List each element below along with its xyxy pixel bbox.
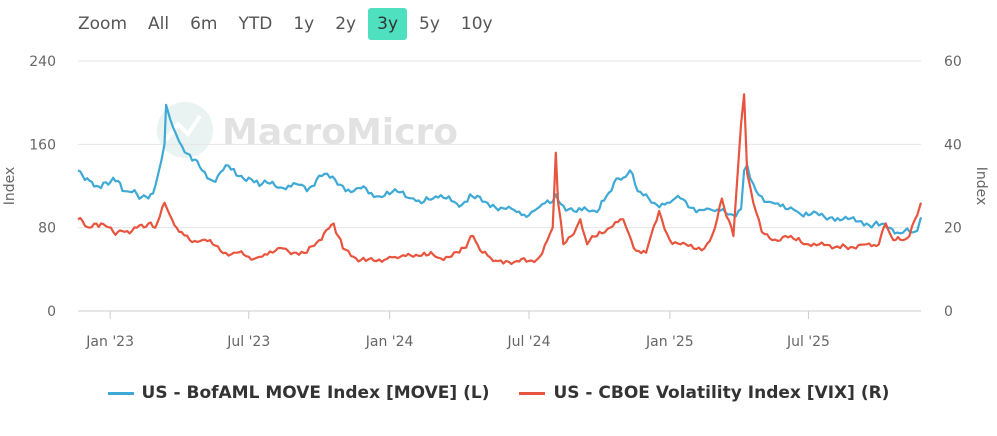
series-line-move — [77, 103, 923, 235]
y-left-axis-title: Index — [2, 167, 18, 206]
zoom-button-1y[interactable]: 1y — [293, 14, 315, 34]
watermark-logo-line-icon — [164, 114, 202, 142]
legend-label-move: US - BofAML MOVE Index [MOVE] (L) — [141, 383, 490, 403]
y-left-tick-label: 0 — [47, 304, 56, 320]
zoom-bar: Zoom All 6m YTD 1y 2y 3y 5y 10y — [68, 8, 505, 40]
legend-swatch-move — [107, 391, 134, 395]
grid — [78, 60, 921, 312]
zoom-button-6m[interactable]: 6m — [190, 14, 218, 34]
x-tick-label: Jul '24 — [506, 334, 550, 350]
x-tick-label: Jan '23 — [85, 334, 134, 350]
chart: MacroMicro 0 80 160 240 0 20 40 60 Jan '23 Jul … — [2, 54, 989, 350]
y-right-axis: 0 20 40 60 — [944, 54, 962, 320]
y-left-tick-label: 160 — [29, 137, 56, 153]
y-left-tick-label: 80 — [38, 221, 56, 237]
y-right-tick-label: 20 — [944, 221, 962, 237]
watermark: MacroMicro — [157, 102, 458, 158]
zoom-button-all[interactable]: All — [148, 14, 170, 34]
y-right-tick-label: 60 — [944, 54, 962, 70]
x-tick-label: Jul '23 — [226, 334, 270, 350]
zoom-button-2y[interactable]: 2y — [335, 14, 357, 34]
y-right-axis-title: Index — [973, 167, 989, 206]
legend-label-vix: US - CBOE Volatility Index [VIX] (R) — [553, 383, 890, 403]
zoom-button-ytd[interactable]: YTD — [238, 14, 273, 34]
legend: US - BofAML MOVE Index [MOVE] (L) US - C… — [0, 383, 997, 403]
x-tick-label: Jan '25 — [645, 334, 694, 350]
legend-swatch-vix — [519, 391, 546, 395]
series-lines — [77, 93, 923, 266]
zoom-button-5y[interactable]: 5y — [419, 14, 440, 34]
zoom-label: Zoom — [78, 14, 128, 34]
x-axis: Jan '23 Jul '23 Jan '24 Jul '24 Jan '25 Jul '… — [85, 311, 830, 350]
y-left-axis: 0 80 160 240 — [29, 54, 56, 320]
y-right-tick-label: 40 — [944, 137, 962, 153]
y-left-tick-label: 240 — [29, 54, 56, 70]
x-tick-label: Jan '24 — [365, 334, 414, 350]
y-right-tick-label: 0 — [944, 304, 953, 320]
x-tick-label: Jul '25 — [786, 334, 830, 350]
legend-item-vix[interactable]: US - CBOE Volatility Index [VIX] (R) — [519, 383, 889, 403]
watermark-text: MacroMicro — [222, 112, 458, 153]
zoom-button-10y[interactable]: 10y — [460, 14, 493, 34]
zoom-button-3y[interactable]: 3y — [368, 8, 408, 40]
series-line-vix — [77, 93, 923, 266]
legend-item-move[interactable]: US - BofAML MOVE Index [MOVE] (L) — [107, 383, 490, 403]
